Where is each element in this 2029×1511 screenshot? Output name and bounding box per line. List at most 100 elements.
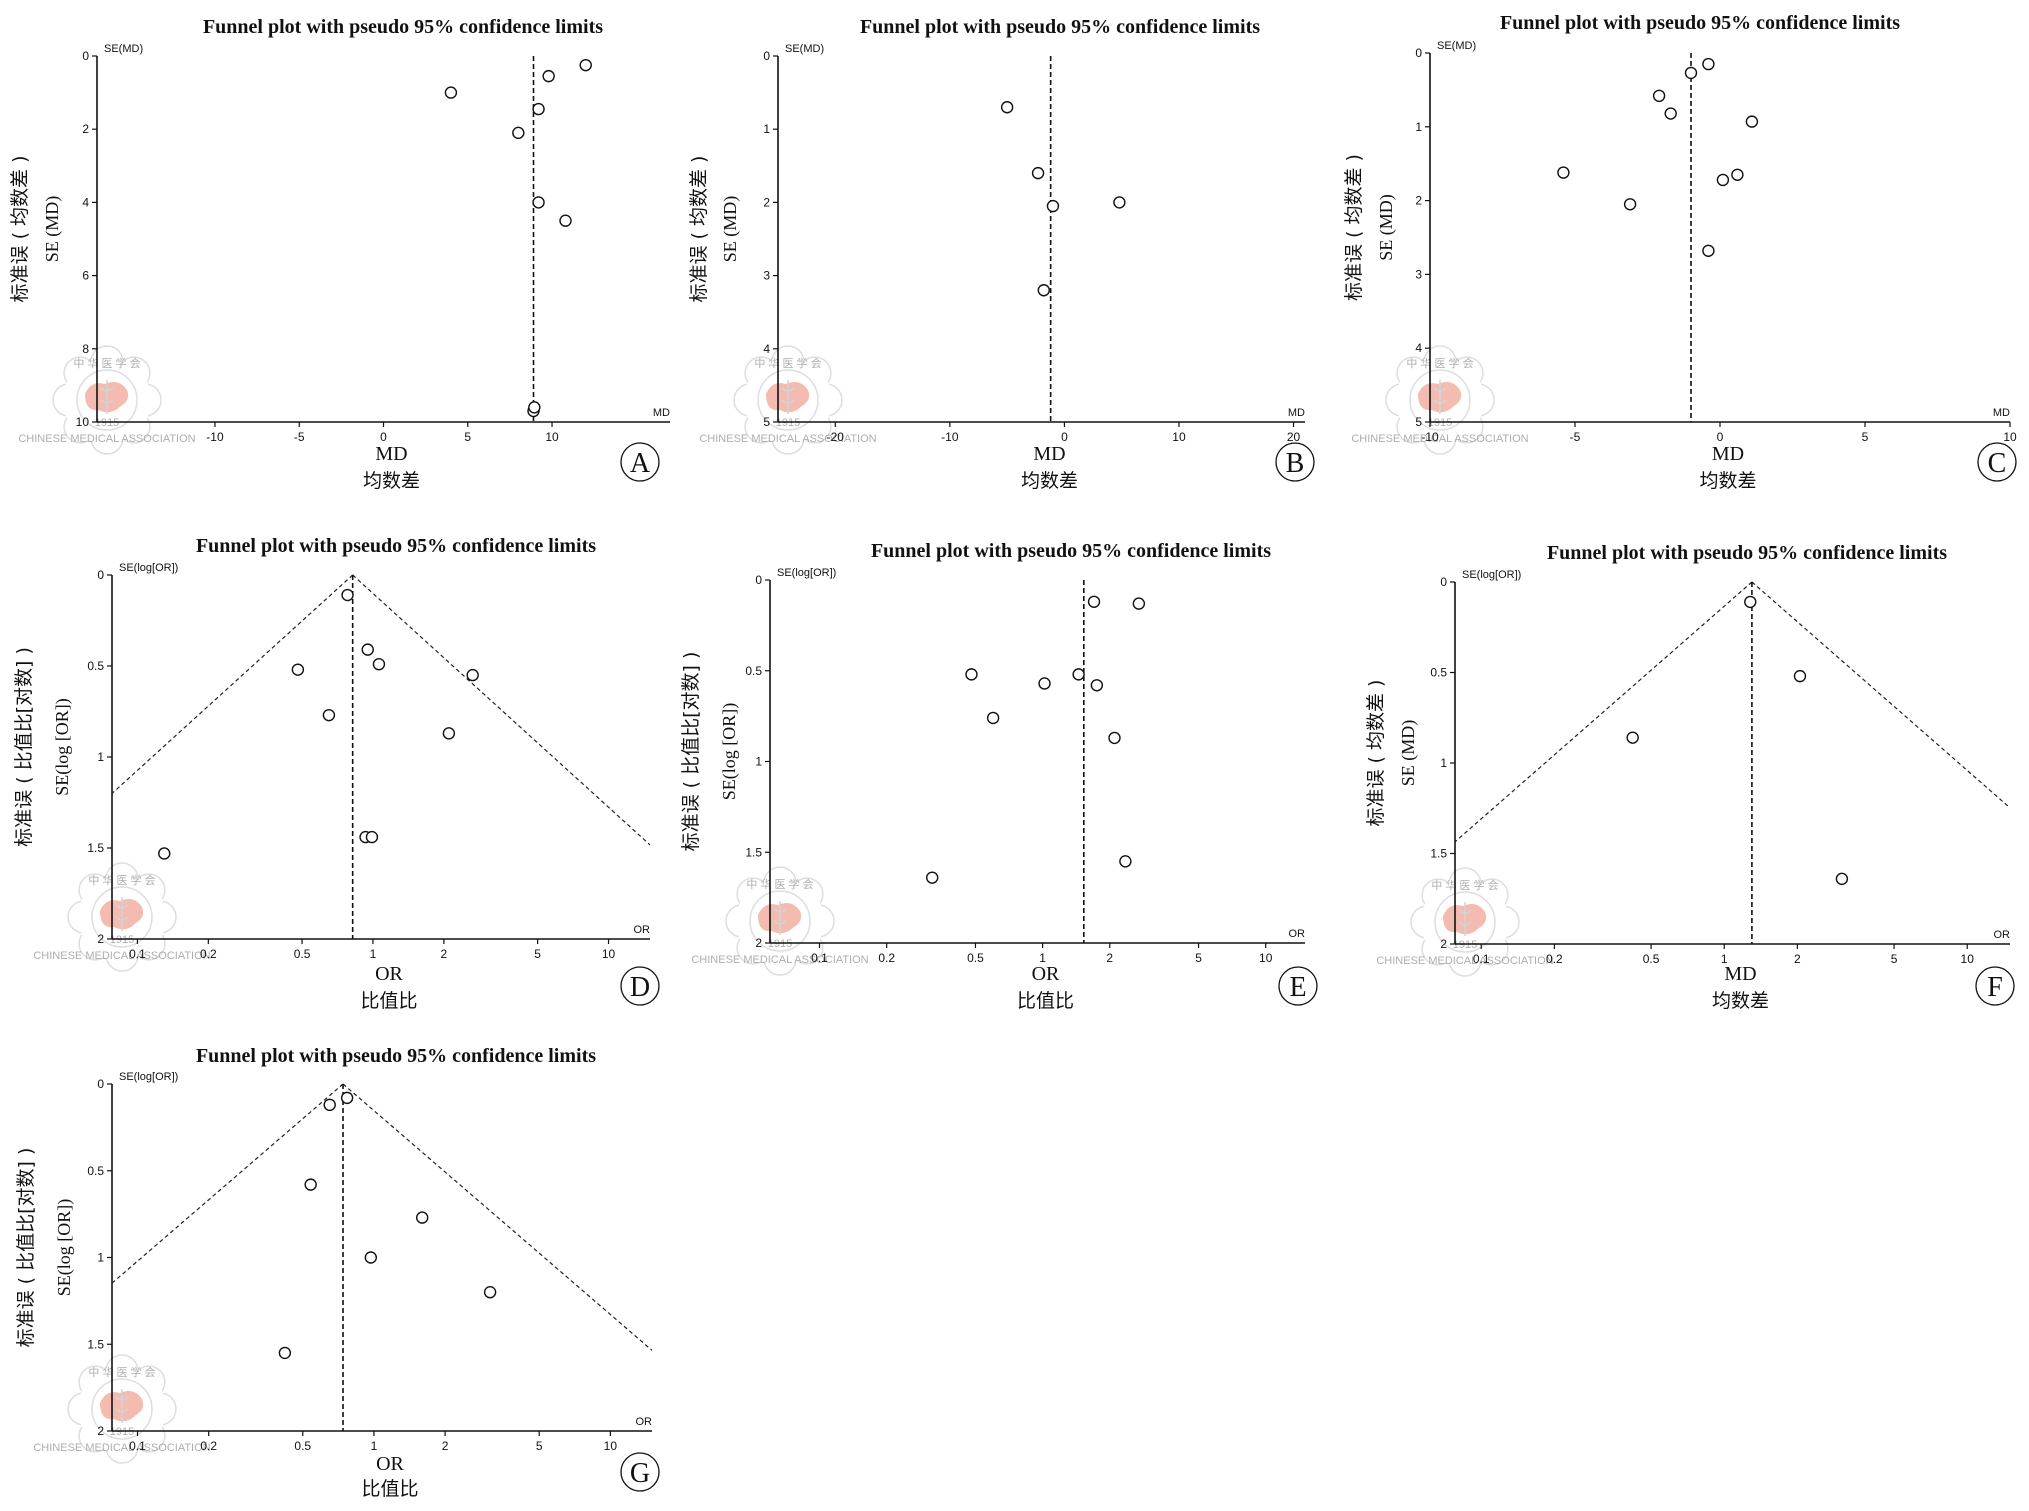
seal-scallop: [128, 383, 162, 417]
panel-letter: G: [630, 1458, 650, 1489]
study-point: [442, 727, 456, 740]
seal-scallop: [132, 927, 166, 961]
study-point: [1119, 855, 1132, 868]
y-tick-label: 2: [97, 1424, 104, 1438]
study-point: [532, 196, 545, 209]
y-tick-label: 5: [763, 415, 770, 429]
x-axis-label-cn: 均数差: [1699, 470, 1756, 492]
y-axis-label: SE(log [OR]): [52, 698, 73, 796]
y-tick-label: 10: [76, 415, 90, 429]
study-point: [925, 871, 939, 884]
panel-letter-circle: [620, 442, 660, 482]
y-tick-label: 1.5: [87, 841, 104, 855]
panel-letter-circle: [620, 1452, 660, 1492]
funnel-left-limit: [1454, 581, 1753, 843]
study-point: [1132, 597, 1146, 610]
seal-ring-text: CHINESE MEDICAL ASSOCIATION: [33, 950, 210, 962]
panel-title: Funnel plot with pseudo 95% confidence l…: [196, 535, 596, 557]
study-point: [291, 663, 305, 676]
study-point: [559, 214, 572, 227]
seal-ring-text: CHINESE MEDICAL ASSOCIATION: [1376, 955, 1553, 967]
seal-scallop: [105, 1354, 139, 1388]
corner-y-label: SE(MD): [1437, 40, 1476, 52]
study-point: [322, 708, 336, 722]
seal-chinese-text: 中 华 医 学 会: [73, 356, 140, 370]
corner-x-label: OR: [634, 924, 651, 936]
study-point: [1623, 198, 1637, 211]
x-tick-label: 10: [604, 1439, 618, 1453]
x-tick-label: -20: [827, 430, 845, 444]
panel-letter: A: [630, 448, 651, 479]
x-tick-label: 0.5: [294, 1439, 311, 1453]
panel-letter-circle: [620, 966, 660, 1006]
funnel-left-limit: [111, 574, 354, 794]
panel-title: Funnel plot with pseudo 95% confidence l…: [1500, 12, 1900, 34]
seal-scallop: [771, 345, 805, 379]
seal-scallop: [117, 410, 151, 444]
y-tick-label: 2: [1440, 937, 1447, 951]
seal-inner-ring: [749, 890, 811, 952]
x-tick-label: 0.5: [294, 947, 311, 961]
x-axis-label: MD: [1712, 443, 1744, 465]
study-point: [340, 1091, 354, 1105]
y-tick-label: 1: [755, 755, 762, 769]
y-tick-label: 0: [82, 49, 89, 63]
y-axis-label-cn: 标准误 ( 比值比[对数] ): [15, 1148, 37, 1348]
corner-y-label: SE(log[OR]): [1462, 569, 1521, 581]
panel-f: Funnel plot with pseudo 95% confidence l…: [1365, 542, 2015, 1012]
seal-year: 1915: [776, 417, 800, 429]
seal-scallop: [790, 877, 824, 911]
x-tick-label: 1: [1039, 951, 1046, 965]
study-point: [364, 1251, 378, 1264]
y-tick-label: 1: [97, 1251, 104, 1265]
seal-scallop: [143, 1392, 177, 1426]
y-tick-label: 0.5: [87, 659, 104, 673]
corner-x-label: MD: [1993, 407, 2010, 419]
y-tick-label: 2: [755, 936, 762, 950]
seal-scallop: [78, 873, 112, 907]
panel-letter: E: [1289, 972, 1306, 1003]
seal-chinese-text: 中 华 医 学 会: [1431, 878, 1498, 892]
seal-scallop: [736, 877, 770, 911]
corner-x-label: MD: [653, 407, 670, 419]
panel-title: Funnel plot with pseudo 95% confidence l…: [871, 540, 1271, 562]
study-point: [1108, 731, 1121, 745]
x-tick-label: 10: [2003, 430, 2017, 444]
seal-year: 1915: [768, 938, 792, 950]
seal-scallop: [90, 345, 124, 379]
seal-inner-ring: [1409, 369, 1471, 431]
study-point: [304, 1178, 317, 1191]
caduceus-icon: [781, 380, 795, 414]
y-tick-label: 4: [82, 195, 89, 209]
study-point: [1557, 166, 1570, 179]
watermark-seal: 中 华 医 学 会 CHINESE MEDICAL ASSOCIATION 1915: [699, 345, 877, 455]
y-tick-label: 1.5: [745, 845, 762, 859]
y-axis-label-cn: 标准误 ( 比值比[对数] ): [13, 647, 35, 847]
study-point: [278, 1346, 292, 1360]
corner-x-label: OR: [636, 1416, 653, 1428]
panel-letter-circle: [1275, 442, 1315, 482]
y-axis-label: SE (MD): [1398, 720, 1419, 787]
x-tick-label: 0.1: [129, 947, 146, 961]
seal-ring-text: CHINESE MEDICAL ASSOCIATION: [699, 433, 876, 445]
x-tick-label: -10: [941, 430, 959, 444]
study-point: [1744, 595, 1757, 609]
seal-scallop: [798, 410, 832, 444]
watermark-seal: 中 华 医 学 会 CHINESE MEDICAL ASSOCIATION 1915: [33, 1354, 211, 1464]
x-axis-label-cn: 比值比: [361, 1478, 418, 1500]
x-tick-label: 0: [1061, 430, 1068, 444]
panel-letter-circle: [1975, 966, 2015, 1006]
y-tick-label: 0: [755, 573, 762, 587]
y-tick-label: 1.5: [87, 1337, 104, 1351]
study-point: [1793, 669, 1807, 683]
x-axis-label: MD: [375, 443, 407, 465]
seal-chinese-text: 中 华 医 学 会: [88, 1365, 155, 1379]
seal-scallop: [78, 1365, 112, 1399]
y-tick-label: 1.5: [1430, 847, 1447, 861]
seal-scallop: [1396, 356, 1430, 390]
seal-scallop: [1475, 932, 1509, 966]
y-tick-label: 0.5: [745, 664, 762, 678]
seal-ring-text: CHINESE MEDICAL ASSOCIATION: [1351, 433, 1528, 445]
y-axis-label-cn: 标准误 ( 均数差 ): [1343, 154, 1365, 301]
study-point: [1090, 679, 1104, 692]
